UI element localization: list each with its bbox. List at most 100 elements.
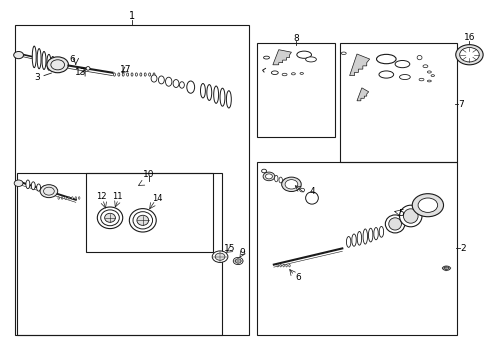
Ellipse shape bbox=[283, 179, 286, 184]
Ellipse shape bbox=[153, 73, 155, 76]
Ellipse shape bbox=[379, 226, 383, 237]
Ellipse shape bbox=[416, 55, 421, 60]
Circle shape bbox=[40, 185, 58, 198]
Ellipse shape bbox=[213, 86, 218, 103]
Ellipse shape bbox=[263, 56, 269, 59]
Circle shape bbox=[281, 177, 301, 192]
Ellipse shape bbox=[32, 46, 36, 68]
Ellipse shape bbox=[418, 78, 423, 81]
Circle shape bbox=[47, 57, 68, 73]
Circle shape bbox=[263, 172, 274, 181]
Ellipse shape bbox=[285, 264, 287, 267]
Ellipse shape bbox=[212, 251, 227, 262]
Text: 7: 7 bbox=[457, 100, 463, 109]
Ellipse shape bbox=[288, 264, 289, 267]
Ellipse shape bbox=[75, 197, 76, 199]
Ellipse shape bbox=[282, 73, 286, 76]
Ellipse shape bbox=[346, 237, 350, 247]
Text: 1: 1 bbox=[129, 11, 135, 21]
Text: 4: 4 bbox=[308, 187, 314, 197]
Circle shape bbox=[411, 194, 443, 217]
Ellipse shape bbox=[427, 71, 430, 73]
Ellipse shape bbox=[296, 51, 311, 58]
Circle shape bbox=[417, 198, 437, 212]
Text: 9: 9 bbox=[239, 248, 245, 257]
Ellipse shape bbox=[403, 209, 417, 223]
Ellipse shape bbox=[422, 65, 427, 68]
Ellipse shape bbox=[133, 212, 152, 229]
Ellipse shape bbox=[58, 197, 60, 199]
Text: 14: 14 bbox=[152, 194, 163, 203]
Ellipse shape bbox=[282, 264, 284, 267]
Ellipse shape bbox=[226, 91, 231, 108]
Polygon shape bbox=[349, 54, 369, 76]
Ellipse shape bbox=[129, 209, 156, 232]
Ellipse shape bbox=[122, 73, 124, 76]
Ellipse shape bbox=[362, 229, 367, 244]
Ellipse shape bbox=[118, 73, 120, 76]
Ellipse shape bbox=[351, 234, 355, 246]
Ellipse shape bbox=[104, 213, 115, 222]
Text: 5: 5 bbox=[397, 209, 403, 217]
Ellipse shape bbox=[388, 218, 401, 230]
Ellipse shape bbox=[376, 54, 395, 64]
Ellipse shape bbox=[399, 205, 421, 227]
Circle shape bbox=[14, 180, 23, 186]
Bar bbox=[256, 43, 334, 137]
Text: 3: 3 bbox=[35, 73, 41, 82]
Ellipse shape bbox=[278, 177, 282, 183]
Ellipse shape bbox=[151, 75, 157, 82]
Text: 2: 2 bbox=[459, 244, 465, 253]
Ellipse shape bbox=[186, 81, 194, 93]
Ellipse shape bbox=[291, 73, 295, 75]
Ellipse shape bbox=[51, 57, 55, 71]
Ellipse shape bbox=[299, 188, 304, 192]
Ellipse shape bbox=[68, 197, 69, 199]
Ellipse shape bbox=[61, 197, 62, 199]
Ellipse shape bbox=[206, 85, 211, 100]
Ellipse shape bbox=[37, 184, 41, 191]
Circle shape bbox=[265, 174, 272, 179]
Ellipse shape bbox=[47, 54, 51, 70]
Ellipse shape bbox=[78, 197, 80, 199]
Ellipse shape bbox=[97, 207, 122, 229]
Ellipse shape bbox=[378, 71, 393, 78]
Ellipse shape bbox=[200, 84, 205, 98]
Text: 16: 16 bbox=[463, 33, 474, 42]
Text: 15: 15 bbox=[224, 244, 235, 253]
Ellipse shape bbox=[399, 75, 409, 80]
Ellipse shape bbox=[86, 67, 90, 70]
Ellipse shape bbox=[140, 73, 142, 76]
Ellipse shape bbox=[442, 266, 449, 270]
Ellipse shape bbox=[131, 73, 133, 76]
Ellipse shape bbox=[233, 257, 243, 265]
Ellipse shape bbox=[148, 73, 150, 76]
Ellipse shape bbox=[42, 186, 45, 193]
Ellipse shape bbox=[113, 73, 115, 76]
Ellipse shape bbox=[42, 51, 46, 69]
Ellipse shape bbox=[341, 52, 346, 55]
Ellipse shape bbox=[165, 77, 172, 86]
Text: 11: 11 bbox=[112, 192, 122, 201]
Ellipse shape bbox=[71, 197, 73, 199]
Bar bbox=[17, 173, 222, 335]
Bar bbox=[339, 43, 456, 162]
Bar bbox=[15, 25, 249, 335]
Text: 13: 13 bbox=[75, 68, 86, 77]
Ellipse shape bbox=[37, 49, 41, 69]
Text: 6: 6 bbox=[69, 55, 75, 64]
Ellipse shape bbox=[271, 71, 278, 75]
Ellipse shape bbox=[235, 259, 241, 263]
Text: 8: 8 bbox=[292, 34, 298, 43]
Ellipse shape bbox=[101, 210, 119, 226]
Ellipse shape bbox=[220, 88, 224, 106]
Ellipse shape bbox=[137, 215, 148, 225]
Ellipse shape bbox=[373, 228, 377, 240]
Ellipse shape bbox=[279, 264, 281, 267]
Ellipse shape bbox=[261, 169, 266, 173]
Circle shape bbox=[455, 45, 482, 65]
Text: 12: 12 bbox=[96, 192, 106, 201]
Ellipse shape bbox=[126, 73, 128, 76]
Ellipse shape bbox=[305, 57, 316, 62]
Ellipse shape bbox=[179, 82, 184, 88]
